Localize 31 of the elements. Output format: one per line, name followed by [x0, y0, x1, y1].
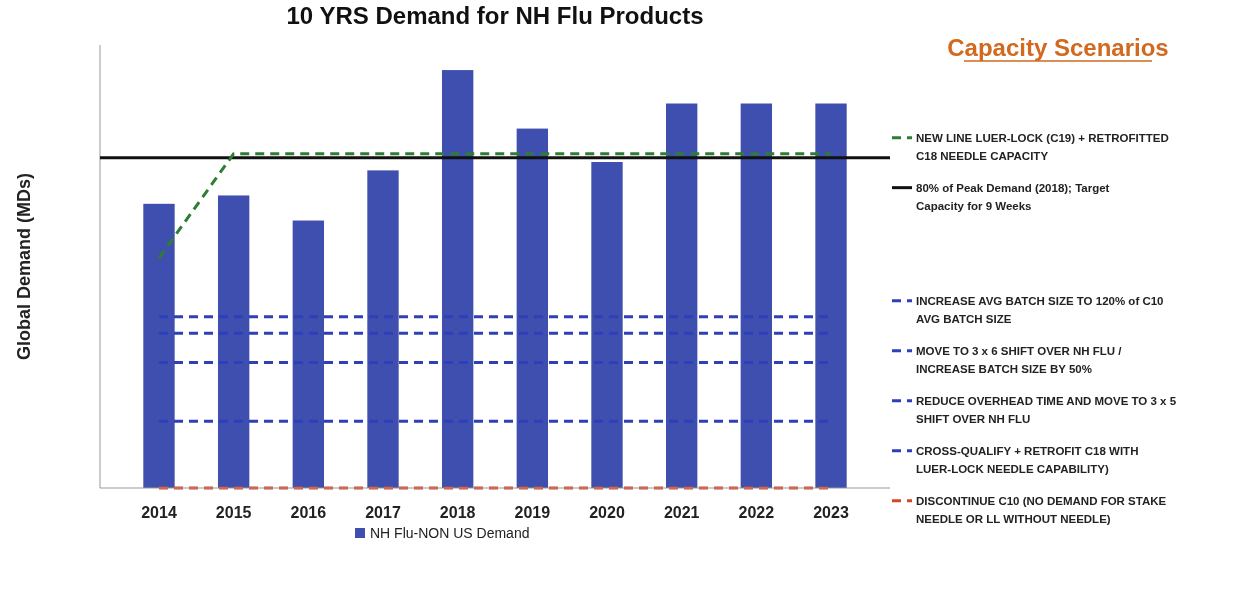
x-tick-label: 2021	[663, 504, 700, 521]
bar	[292, 220, 325, 488]
chart-title: 10 YRS Demand for NH Flu Products	[286, 2, 704, 29]
legend-label: NH Flu-NON US Demand	[370, 525, 530, 541]
x-tick-label: 2019	[514, 504, 551, 521]
x-tick-label: 2017	[365, 504, 401, 521]
x-tick-label: 2023	[813, 504, 849, 521]
bar	[143, 203, 175, 488]
x-tick-label: 2014	[141, 504, 177, 521]
bar	[815, 103, 847, 488]
x-tick-label: 2022	[738, 504, 775, 521]
x-tick-label: 2018	[439, 504, 476, 521]
bar	[740, 103, 773, 488]
legend-label: 80% of Peak Demand (2018); Target Capacity for 9 Weeks	[916, 181, 1110, 212]
bar	[441, 70, 474, 488]
y-axis-title: Global Demand (MDs)	[14, 172, 34, 361]
bar	[591, 162, 623, 488]
legend-label: REDUCE OVERHEAD TIME AND MOVE TO 3 x 5 SHIFT OVER NH FLU	[916, 394, 1177, 425]
legend-label: NEW LINE LUER-LOCK (C19) + RETROFITTED C18 NEEDLE CAPACITY	[916, 131, 1169, 162]
x-tick-label: 2015	[215, 504, 252, 521]
bar	[665, 103, 698, 488]
legend-label: INCREASE AVG BATCH SIZE TO 120% of C10 AVG BATCH SIZE	[916, 294, 1164, 325]
bar	[516, 128, 549, 488]
x-tick-label: 2020	[589, 504, 625, 521]
legend-title: Capacity Scenarios	[947, 34, 1169, 61]
bar	[367, 170, 399, 488]
legend-label: CROSS-QUALIFY + RETROFIT C18 WITH LUER-LOCK NEEDLE CAPABILITY)	[916, 444, 1139, 475]
legend-label: MOVE TO 3 x 6 SHIFT OVER NH FLU / INCREASE BATCH SIZE BY 50%	[916, 344, 1123, 375]
x-tick-label: 2016	[290, 504, 327, 521]
legend-label: DISCONTINUE C10 (NO DEMAND FOR STAKE NEEDLE OR LL WITHOUT NEEDLE)	[916, 494, 1167, 525]
bar	[217, 195, 250, 488]
